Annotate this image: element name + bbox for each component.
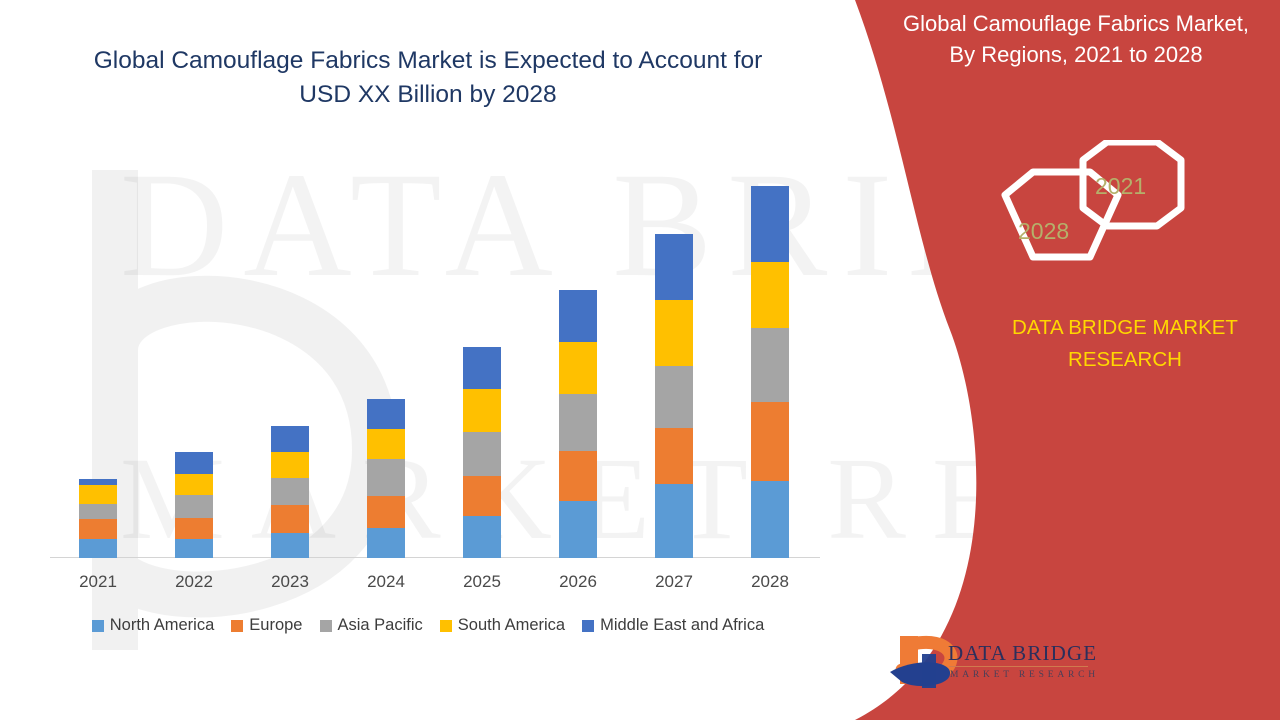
bar-segment <box>175 495 213 518</box>
bar-segment <box>655 366 693 428</box>
panel-title: Global Camouflage Fabrics Market, By Reg… <box>880 8 1272 70</box>
bar-segment <box>367 459 405 496</box>
bar-segment <box>463 347 501 389</box>
bar-segment <box>367 528 405 558</box>
legend-item[interactable]: Asia Pacific <box>319 616 423 635</box>
bar-segment <box>463 432 501 476</box>
legend-swatch-icon <box>439 619 452 632</box>
bar-segment <box>655 484 693 558</box>
bar-segment <box>175 452 213 474</box>
bar-segment <box>559 394 597 451</box>
bar-segment <box>271 478 309 505</box>
brand-name-text: DATA BRIDGE MARKET RESEARCH <box>960 312 1280 376</box>
bar-segment <box>271 533 309 558</box>
x-axis-label-2024: 2024 <box>367 572 405 591</box>
bar-segment <box>79 479 117 485</box>
legend-swatch-icon <box>319 619 332 632</box>
bar-segment <box>655 234 693 300</box>
bar-group-2025 <box>463 347 501 558</box>
x-axis-label-2028: 2028 <box>751 572 789 591</box>
bar-segment <box>79 504 117 519</box>
bar-group-2022 <box>175 452 213 558</box>
panel-title-line-1: Global Camouflage Fabrics Market, <box>902 11 1250 36</box>
legend-swatch-icon <box>582 619 595 632</box>
bar-segment <box>751 402 789 481</box>
bar-group-2026 <box>559 290 597 558</box>
legend-swatch-icon <box>231 619 244 632</box>
chart-title-line-1: Global Camouflage Fabrics Market is Expe… <box>93 47 763 74</box>
panel-title-line-2: By Regions, 2021 to 2028 <box>949 42 1203 68</box>
bar-segment <box>79 539 117 558</box>
bar-segment <box>175 539 213 558</box>
bar-segment <box>271 426 309 452</box>
hexagon-year-badges: 2021 2028 <box>985 138 1185 285</box>
legend-label: Europe <box>249 616 303 634</box>
bar-segment <box>751 481 789 558</box>
bar-segment <box>175 518 213 539</box>
x-axis-label-2026: 2026 <box>559 572 597 591</box>
hexagon-outlines-icon <box>1001 138 1185 261</box>
legend-label: North America <box>109 616 215 634</box>
bar-group-2028 <box>751 186 789 558</box>
bar-segment <box>463 476 501 516</box>
bar-segment <box>751 186 789 262</box>
logo-divider-rule <box>949 666 1088 667</box>
x-axis-label-2023: 2023 <box>271 572 309 591</box>
chart-legend: North America Europe Asia Pacific South Ame… <box>0 616 856 635</box>
bar-segment <box>463 389 501 432</box>
bar-segment <box>271 505 309 533</box>
bar-segment <box>367 429 405 459</box>
chart-title-line-2: USD XX Billion by 2028 <box>299 80 557 108</box>
bar-segment <box>655 300 693 366</box>
bar-segment <box>175 474 213 495</box>
legend-label: South America <box>457 616 566 634</box>
bar-segment <box>559 501 597 558</box>
brand-line-2: RESEARCH <box>1068 347 1182 371</box>
x-axis-tick-labels: 2021 2022 2023 2024 2025 2026 2027 2028 <box>50 572 820 602</box>
legend-item[interactable]: Middle East and Africa <box>582 616 764 635</box>
bar-segment <box>751 262 789 328</box>
legend-label: Asia Pacific <box>337 616 423 634</box>
legend-label: Middle East and Africa <box>600 616 765 634</box>
bar-group-2023 <box>271 426 309 558</box>
bar-segment <box>463 516 501 558</box>
stacked-bar-chart-plot <box>50 140 820 558</box>
chart-title: Global Camouflage Fabrics Market is Expe… <box>0 44 856 112</box>
brand-line-1: DATA BRIDGE MARKET <box>1012 316 1238 339</box>
bar-segment <box>559 342 597 394</box>
bar-segment <box>79 519 117 539</box>
data-bridge-logo-icon <box>890 636 958 688</box>
x-axis-label-2025: 2025 <box>463 572 501 591</box>
x-axis-line <box>50 557 820 558</box>
bar-segment <box>655 428 693 484</box>
bar-segment <box>751 328 789 402</box>
logo-wordmark: DATA BRIDGE <box>948 641 1098 665</box>
legend-item[interactable]: Europe <box>231 616 303 635</box>
bar-segment <box>367 399 405 429</box>
legend-item[interactable]: South America <box>439 616 566 635</box>
legend-item[interactable]: North America <box>91 616 215 635</box>
bar-group-2027 <box>655 234 693 558</box>
hex-badge-year-2021: 2021 <box>1095 173 1147 199</box>
x-axis-label-2021: 2021 <box>79 572 117 591</box>
logo-tagline: MARKET RESEARCH <box>950 670 1099 680</box>
bar-group-2024 <box>367 399 405 558</box>
bar-segment <box>367 496 405 528</box>
bar-segment <box>79 485 117 504</box>
bar-group-2021 <box>79 479 117 558</box>
x-axis-label-2027: 2027 <box>655 572 693 591</box>
bar-segment <box>559 290 597 342</box>
legend-swatch-icon <box>91 619 104 632</box>
bar-segment <box>271 452 309 478</box>
hex-badge-year-2028: 2028 <box>1018 218 1070 244</box>
bar-segment <box>559 451 597 501</box>
x-axis-label-2022: 2022 <box>175 572 213 591</box>
